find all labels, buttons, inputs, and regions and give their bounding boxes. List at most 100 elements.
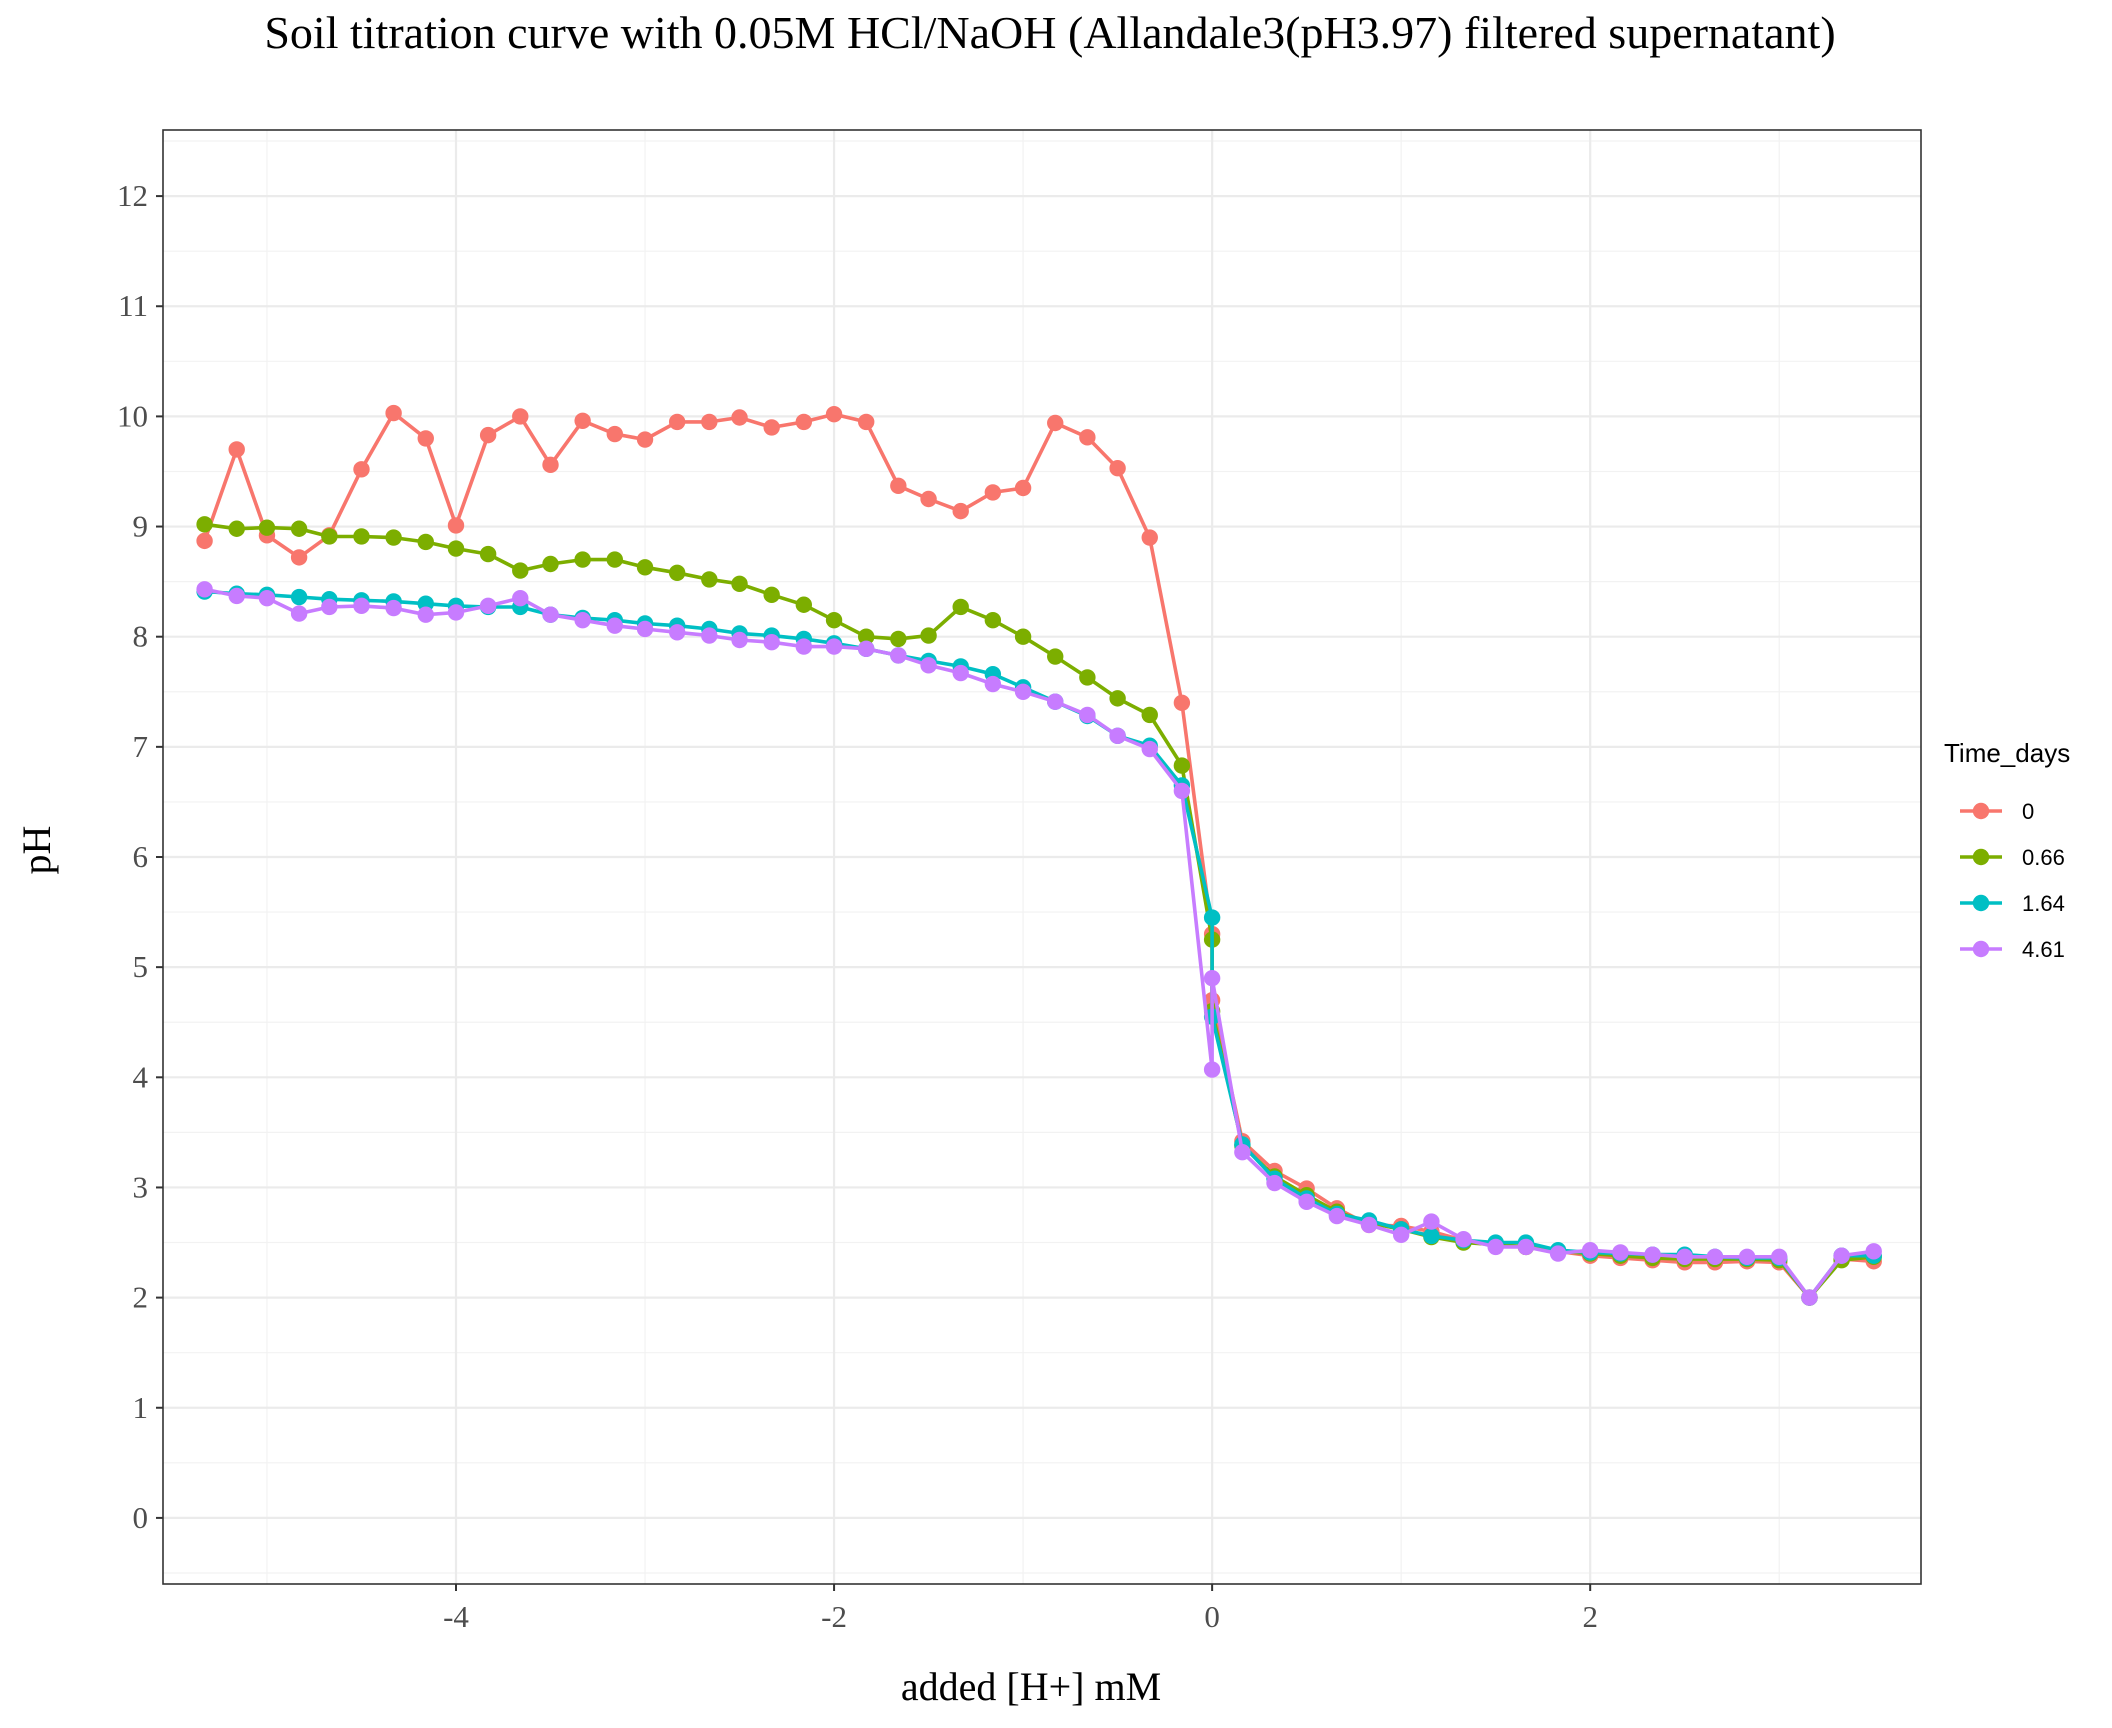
data-point	[542, 456, 559, 474]
data-point	[1423, 1227, 1440, 1245]
data-point	[1517, 1238, 1535, 1256]
legend-key-point	[1972, 802, 1990, 820]
data-point	[952, 664, 969, 682]
data-point	[228, 587, 245, 605]
data-point	[321, 598, 338, 616]
data-point	[417, 430, 434, 447]
data-point	[1014, 628, 1032, 645]
data-point	[512, 562, 529, 579]
data-point	[795, 638, 813, 655]
data-point	[636, 431, 654, 448]
data-point	[290, 520, 308, 537]
data-point	[825, 638, 843, 655]
data-point	[1360, 1216, 1378, 1234]
data-point	[1203, 909, 1221, 926]
data-point	[920, 490, 937, 508]
data-point	[1014, 479, 1032, 497]
data-point	[1581, 1242, 1599, 1259]
data-point	[668, 413, 686, 431]
data-point	[890, 477, 907, 494]
data-point	[574, 551, 591, 568]
data-point	[920, 657, 937, 674]
data-point	[890, 630, 907, 648]
data-point	[417, 533, 434, 551]
data-point	[825, 405, 843, 423]
data-point	[1173, 694, 1191, 711]
y-tick-label: 4	[133, 1059, 149, 1094]
data-point	[1487, 1238, 1504, 1256]
y-tick-label: 9	[133, 509, 149, 544]
data-point	[1298, 1193, 1315, 1210]
data-point	[447, 540, 465, 557]
y-tick-label: 1	[133, 1390, 149, 1425]
data-point	[858, 628, 875, 645]
data-point	[1423, 1213, 1440, 1230]
data-point	[1455, 1231, 1472, 1248]
data-point	[417, 606, 434, 623]
data-point	[795, 596, 813, 613]
data-point	[1738, 1248, 1756, 1266]
data-point	[1109, 459, 1126, 477]
data-point	[858, 413, 875, 431]
legend-label: 0	[2022, 799, 2034, 824]
data-point	[228, 520, 245, 537]
data-point	[385, 599, 402, 617]
data-point	[920, 627, 937, 644]
y-tick-label: 5	[133, 949, 149, 984]
x-tick-label: -2	[821, 1599, 847, 1634]
data-point	[353, 461, 370, 478]
data-point	[1047, 648, 1064, 665]
data-point	[636, 559, 654, 576]
data-point	[1203, 969, 1221, 987]
y-tick-label: 6	[133, 839, 149, 874]
data-point	[1079, 429, 1096, 446]
data-point	[1676, 1248, 1693, 1266]
data-point	[1173, 757, 1191, 774]
data-point	[196, 516, 213, 533]
data-point	[353, 528, 370, 545]
data-point	[1047, 693, 1064, 710]
data-point	[636, 620, 654, 638]
data-point	[1079, 706, 1096, 724]
major-gridlines	[163, 130, 1921, 1584]
data-point	[321, 528, 338, 545]
data-point	[290, 549, 308, 566]
series-4-61	[196, 581, 1882, 1306]
data-point	[984, 484, 1002, 501]
data-point	[606, 425, 623, 443]
data-point	[1141, 706, 1158, 724]
data-point	[1141, 740, 1158, 758]
data-point	[574, 611, 591, 629]
data-point	[1801, 1289, 1818, 1306]
data-point	[795, 413, 813, 431]
x-tick-label: -4	[443, 1599, 469, 1634]
y-tick-label: 8	[133, 619, 149, 654]
legend-label: 1.64	[2022, 891, 2065, 916]
y-axis-title: pH	[14, 826, 59, 875]
data-point	[1328, 1207, 1346, 1225]
y-tick-label: 11	[118, 288, 148, 323]
data-point	[574, 412, 591, 429]
data-point	[701, 627, 718, 644]
data-point	[701, 413, 718, 431]
data-point	[290, 605, 308, 622]
data-point	[385, 404, 402, 422]
data-point	[1234, 1144, 1251, 1161]
x-tick-label: 0	[1204, 1599, 1220, 1634]
legend-item-0-66: 0.66	[1960, 845, 2065, 870]
data-point	[1549, 1245, 1567, 1262]
y-tick-label: 3	[133, 1169, 149, 1204]
data-point	[763, 634, 780, 651]
chart-title: Soil titration curve with 0.05M HCl/NaOH…	[264, 7, 1835, 58]
data-point	[542, 555, 559, 573]
y-tick-label: 12	[117, 178, 148, 213]
data-point	[606, 617, 623, 634]
data-point	[447, 517, 465, 534]
data-point	[984, 675, 1002, 693]
data-point	[763, 586, 780, 604]
data-point	[258, 589, 276, 607]
data-point	[701, 571, 718, 588]
data-point	[385, 529, 402, 546]
